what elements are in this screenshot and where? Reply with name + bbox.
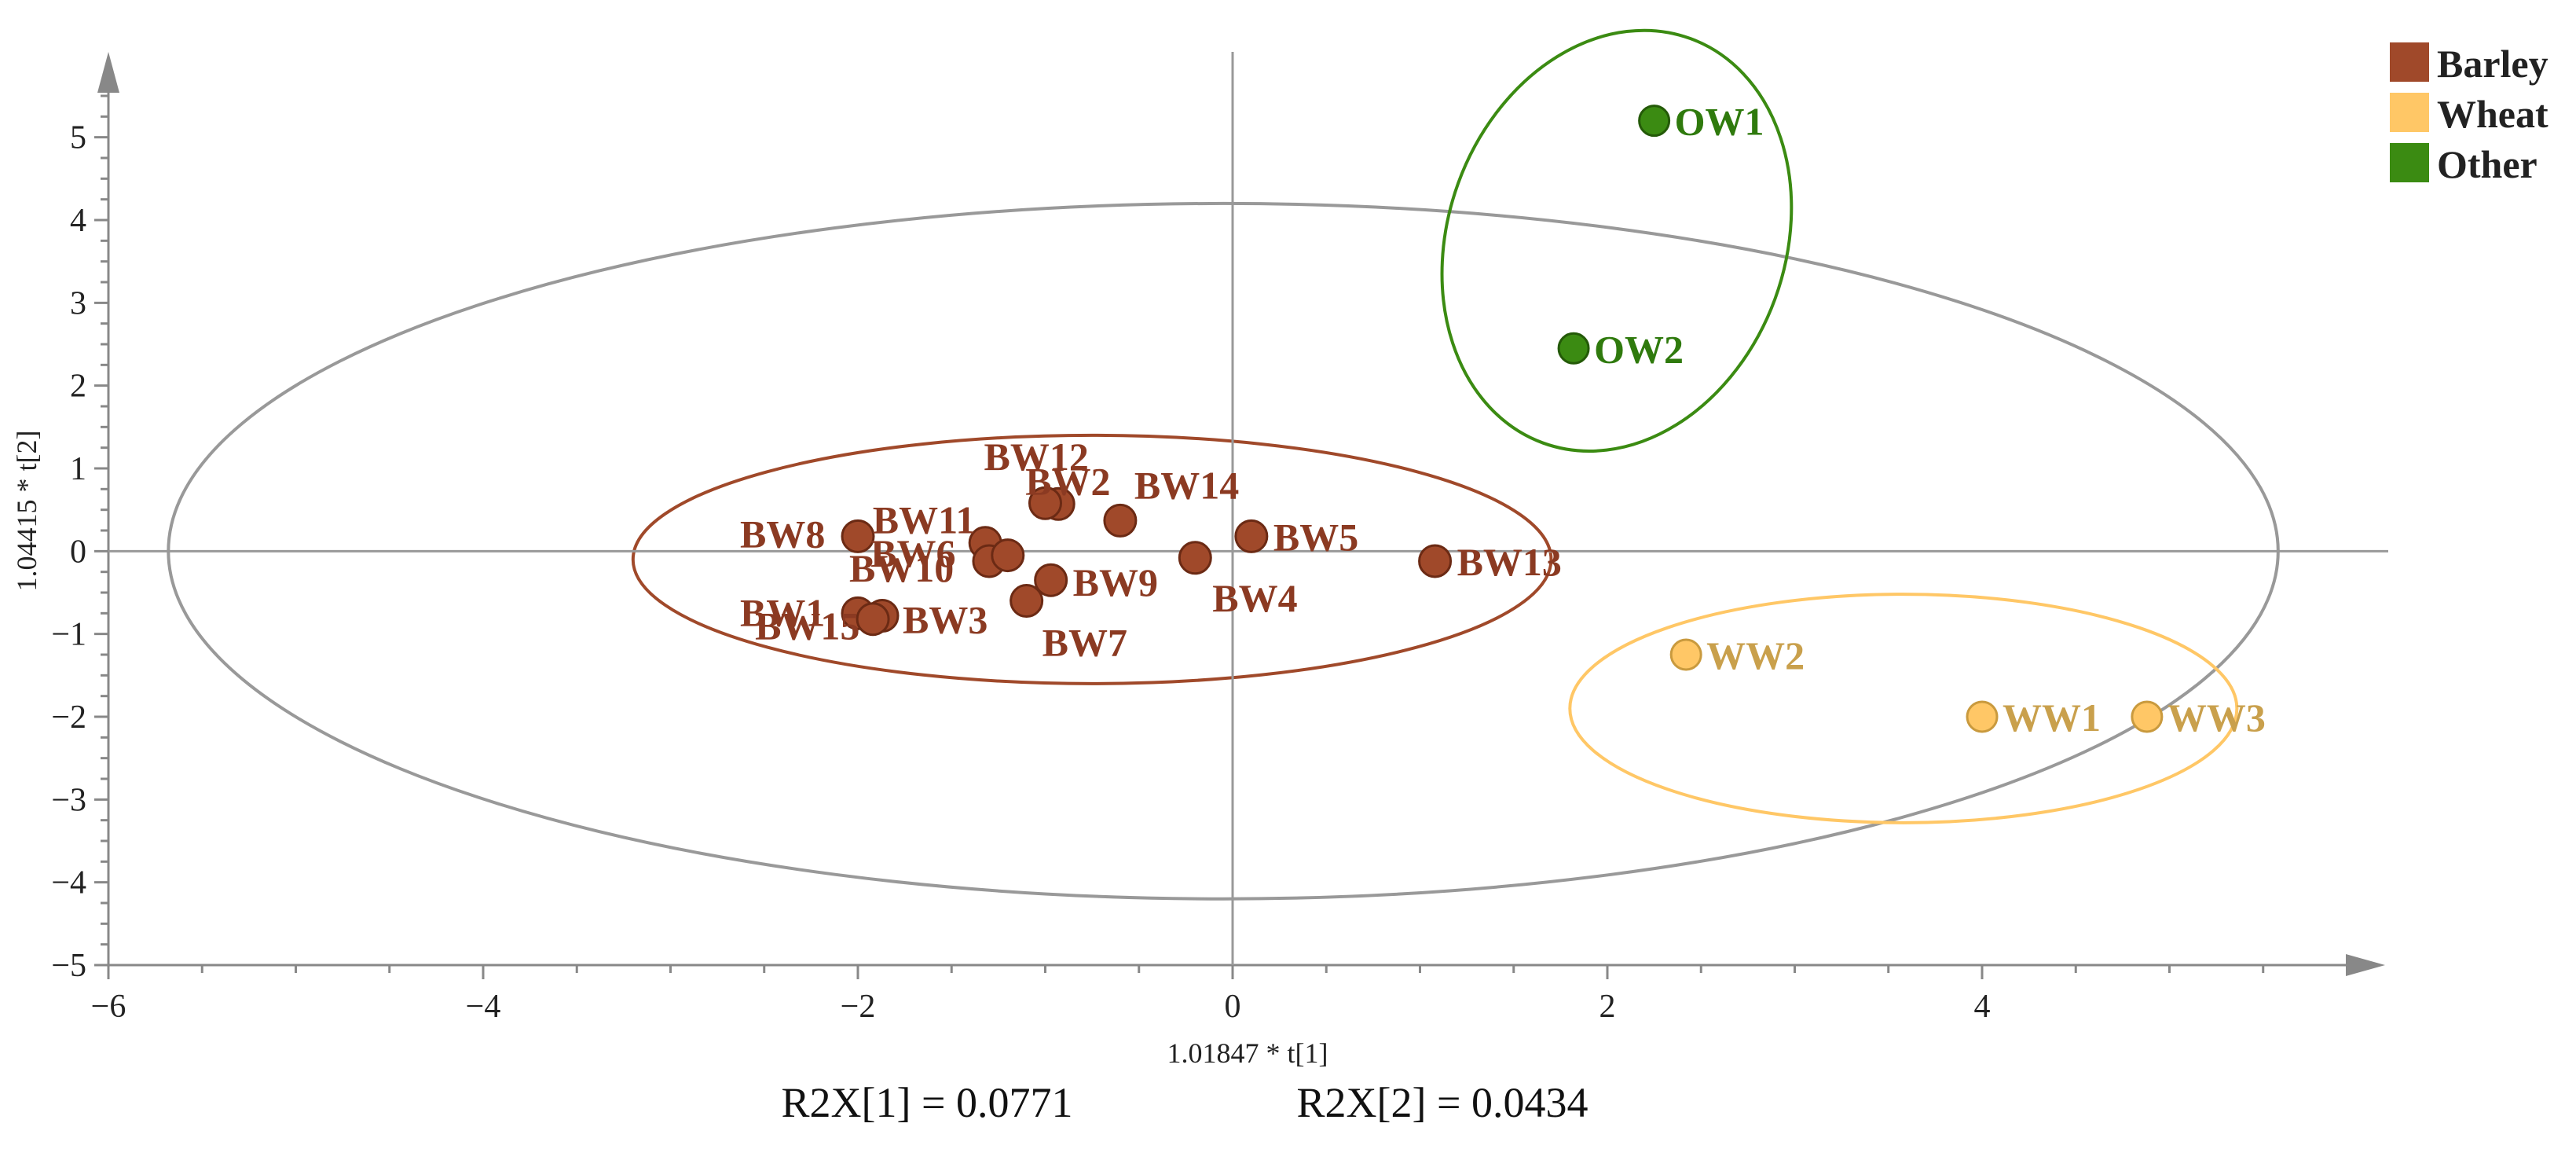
y-tick-label: 1 bbox=[70, 451, 86, 487]
x-axis-arrow bbox=[2346, 954, 2385, 976]
point-label-ww2: WW2 bbox=[1706, 633, 1805, 677]
point-label-bw7: BW7 bbox=[1042, 621, 1127, 665]
r2x-1-annotation: R2X[1] = 0.0771 bbox=[782, 1079, 1073, 1126]
point-ww3 bbox=[2131, 700, 2164, 733]
point-bw8 bbox=[841, 519, 875, 553]
y-tick-label: 0 bbox=[70, 534, 86, 570]
y-tick-label: −4 bbox=[51, 865, 86, 901]
point-label-bw4: BW4 bbox=[1212, 576, 1297, 620]
point-bw4 bbox=[1178, 541, 1212, 575]
legend-swatch-other bbox=[2390, 143, 2429, 182]
point-label-ww3: WW3 bbox=[2167, 696, 2266, 740]
point-ow2 bbox=[1557, 332, 1590, 365]
axes: −6 −4 −2 0 2 4 −5 −4 −3 −2 −1 0 1 2 3 4 5 bbox=[51, 52, 2388, 1025]
point-label-ww1: WW1 bbox=[2003, 696, 2101, 740]
x-tick-label: 4 bbox=[1974, 989, 1991, 1025]
point-ww2 bbox=[1669, 638, 1702, 671]
point-label-bw9: BW9 bbox=[1073, 560, 1158, 604]
y-axis-title: 1.04415 * t[2] bbox=[11, 431, 42, 592]
y-tick-label: −1 bbox=[51, 617, 86, 653]
legend: Barley Wheat Other bbox=[2390, 42, 2549, 186]
x-axis-title: 1.01847 * t[1] bbox=[1167, 1037, 1328, 1069]
point-ow1 bbox=[1638, 105, 1671, 138]
r2x-2-annotation: R2X[2] = 0.0434 bbox=[1297, 1079, 1588, 1126]
point-bw12 bbox=[1028, 486, 1062, 520]
confidence-ellipse-other bbox=[1440, 28, 1794, 453]
point-label-bw11: BW11 bbox=[873, 498, 976, 542]
y-tick-label: 4 bbox=[70, 203, 86, 239]
point-label-bw14: BW14 bbox=[1134, 463, 1239, 507]
confidence-ellipse-barley bbox=[631, 433, 1553, 685]
point-label-bw6: BW6 bbox=[870, 531, 955, 575]
x-tick-label: 2 bbox=[1599, 989, 1616, 1025]
point-bw9 bbox=[1034, 563, 1068, 597]
point-bw14 bbox=[1103, 503, 1138, 538]
point-label-bw13: BW13 bbox=[1457, 540, 1562, 584]
point-label-bw8: BW8 bbox=[740, 512, 825, 556]
x-tick-label: 0 bbox=[1225, 989, 1241, 1025]
ticks: −6 −4 −2 0 2 4 −5 −4 −3 −2 −1 0 1 2 3 4 5 bbox=[51, 94, 2265, 1025]
point-label-bw3: BW3 bbox=[903, 597, 988, 641]
x-tick-label: −4 bbox=[466, 989, 501, 1025]
y-tick-label: −3 bbox=[51, 782, 86, 818]
point-label-ow1: OW1 bbox=[1675, 100, 1764, 144]
point-label-bw1: BW1 bbox=[740, 590, 825, 634]
legend-swatch-barley bbox=[2390, 42, 2429, 82]
x-tick-label: −2 bbox=[841, 989, 876, 1025]
y-tick-label: 5 bbox=[70, 120, 86, 156]
point-bw7 bbox=[1010, 584, 1044, 619]
y-tick-label: 2 bbox=[70, 369, 86, 405]
legend-label-barley: Barley bbox=[2437, 42, 2549, 86]
point-label-bw12: BW12 bbox=[984, 435, 1089, 479]
point-bw13 bbox=[1418, 544, 1453, 578]
point-label-bw15: BW15 bbox=[755, 604, 859, 648]
confidence-ellipse-wheat bbox=[1568, 593, 2239, 824]
y-tick-label: 3 bbox=[70, 285, 86, 321]
ellipse-layer bbox=[167, 28, 2280, 901]
point-bw15 bbox=[856, 602, 890, 637]
point-label-bw10: BW10 bbox=[849, 546, 954, 590]
point-ww1 bbox=[1966, 700, 1999, 733]
x-tick-label: −6 bbox=[91, 989, 126, 1025]
point-label-bw5: BW5 bbox=[1273, 515, 1358, 559]
point-label-ow2: OW2 bbox=[1594, 327, 1684, 371]
y-axis-arrow bbox=[97, 52, 119, 93]
legend-label-wheat: Wheat bbox=[2437, 92, 2549, 136]
point-bw5 bbox=[1234, 519, 1269, 553]
y-tick-label: −5 bbox=[51, 948, 86, 984]
data-points bbox=[841, 105, 2164, 733]
point-bw11 bbox=[991, 538, 1025, 573]
legend-label-other: Other bbox=[2437, 142, 2538, 186]
point-label-bw2: BW2 bbox=[1025, 459, 1110, 503]
legend-swatch-wheat bbox=[2390, 93, 2429, 132]
y-tick-label: −2 bbox=[51, 699, 86, 736]
